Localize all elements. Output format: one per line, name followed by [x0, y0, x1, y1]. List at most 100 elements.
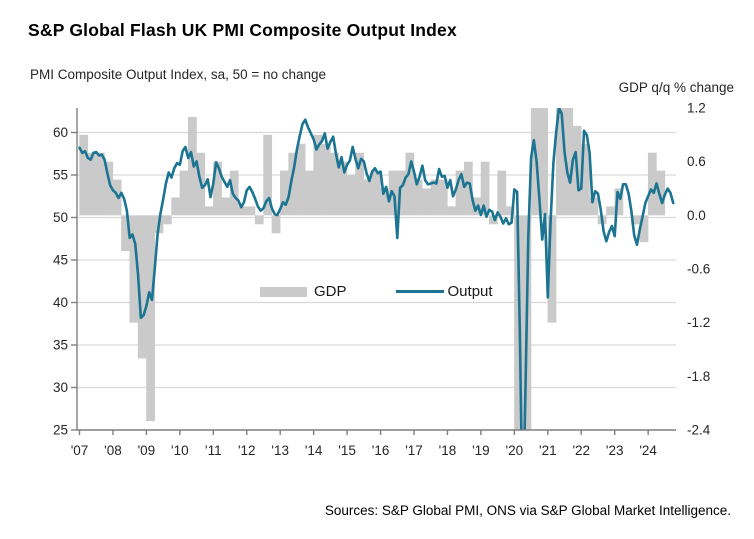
gdp-bar — [547, 215, 557, 323]
gdp-bar — [555, 108, 565, 216]
gdp-bar — [647, 152, 657, 216]
gdp-bar — [639, 215, 649, 243]
x-axis-tick-label: '20 — [506, 443, 524, 458]
right-axis-title: GDP q/q % change — [618, 80, 734, 95]
gdp-bar — [296, 143, 306, 216]
gdp-bar — [422, 188, 431, 216]
gdp-bar — [330, 152, 339, 216]
right-axis-tick-label: -2.4 — [687, 423, 711, 438]
chart-title: S&P Global Flash UK PMI Composite Output… — [28, 20, 457, 40]
gdp-bar — [238, 206, 247, 216]
gdp-bar — [171, 197, 181, 216]
gdp-bar — [137, 215, 147, 359]
gdp-bar — [539, 108, 548, 216]
gdp-bar — [305, 170, 314, 216]
x-axis-tick-label: '14 — [305, 443, 323, 458]
x-axis-tick-label: '19 — [472, 443, 490, 458]
gdp-bar — [221, 197, 231, 216]
gdp-bar — [213, 161, 222, 216]
gdp-bar — [346, 175, 356, 216]
x-axis-tick-label: '16 — [372, 443, 390, 458]
gdp-bar — [162, 215, 172, 225]
right-axis-tick-label: 1.2 — [687, 101, 706, 116]
x-axis-tick-label: '17 — [405, 443, 423, 458]
x-axis-tick-label: '12 — [238, 443, 256, 458]
gdp-bar — [355, 152, 365, 216]
gdp-bar — [179, 170, 189, 216]
gdp-bar — [104, 161, 114, 216]
gdp-bar — [497, 170, 507, 216]
gdp-bar — [79, 134, 89, 216]
left-axis-tick-label: 40 — [53, 295, 68, 310]
gdp-legend-label: GDP — [314, 283, 347, 300]
output-line-swatch — [395, 290, 444, 293]
gdp-bar — [254, 215, 264, 225]
gdp-bar — [463, 161, 473, 216]
x-axis-tick-label: '10 — [171, 443, 189, 458]
chart-legend: GDP Output — [260, 283, 493, 300]
gdp-bar — [480, 161, 490, 216]
gdp-bar — [338, 161, 348, 216]
gdp-bar-swatch — [260, 286, 307, 297]
right-axis-tick-label: -0.6 — [687, 262, 710, 277]
x-axis-tick-label: '07 — [71, 443, 89, 458]
x-axis-tick-label: '18 — [439, 443, 457, 458]
gdp-bar — [405, 152, 415, 216]
left-axis-tick-label: 45 — [53, 253, 68, 268]
left-axis-tick-label: 50 — [53, 210, 68, 225]
gdp-bar — [246, 206, 256, 216]
left-axis-tick-label: 55 — [53, 168, 68, 183]
gdp-bar — [413, 179, 423, 216]
gdp-bar — [530, 108, 540, 216]
gdp-bar — [438, 179, 448, 216]
left-axis-title: PMI Composite Output Index, sa, 50 = no … — [30, 67, 327, 82]
x-axis-tick-label: '08 — [104, 443, 122, 458]
gdp-bar — [447, 206, 457, 216]
x-axis-tick-label: '23 — [606, 443, 624, 458]
gdp-bar — [271, 215, 281, 234]
gdp-bar — [280, 170, 289, 216]
right-axis-tick-label: 0.0 — [687, 208, 706, 223]
gdp-bar — [589, 197, 599, 216]
left-axis-tick-label: 60 — [53, 125, 68, 140]
output-legend-label: Output — [447, 283, 493, 300]
gdp-bar — [430, 179, 440, 216]
x-axis-tick-label: '09 — [138, 443, 156, 458]
gdp-bar — [188, 116, 197, 216]
gdp-bar — [288, 152, 298, 216]
gdp-bar — [363, 179, 373, 216]
gdp-bar — [564, 108, 574, 216]
gdp-bar — [313, 134, 323, 216]
gdp-bar — [96, 152, 105, 216]
gdp-bar — [321, 143, 331, 216]
gdp-bar — [371, 170, 381, 216]
gdp-bar — [631, 215, 640, 225]
output-line — [78, 108, 675, 430]
right-axis-tick-label: -1.2 — [687, 315, 710, 330]
left-axis-tick-label: 30 — [53, 380, 68, 395]
right-axis-tick-label: -1.8 — [687, 369, 710, 384]
gdp-bar — [581, 143, 590, 216]
x-axis-tick-label: '13 — [271, 443, 289, 458]
gdp-bar — [121, 215, 130, 252]
gdp-bar — [614, 188, 624, 216]
gdp-bar — [397, 170, 406, 216]
gdp-bar — [229, 170, 239, 216]
gdp-bar — [656, 170, 666, 216]
x-axis-tick-label: '21 — [539, 443, 557, 458]
gdp-bar — [606, 206, 615, 216]
gdp-bar — [263, 134, 273, 216]
x-axis-tick-label: '11 — [205, 443, 222, 458]
gdp-bar — [204, 206, 214, 216]
gdp-bar — [455, 170, 465, 216]
right-axis-tick-label: 0.6 — [687, 154, 706, 169]
x-axis-tick-label: '24 — [639, 443, 657, 458]
gdp-bar — [87, 152, 97, 216]
gdp-bar — [129, 215, 139, 323]
gdp-bar — [146, 215, 155, 422]
source-note: Sources: S&P Global PMI, ONS via S&P Glo… — [324, 503, 731, 518]
gdp-bar — [505, 206, 515, 216]
left-axis-tick-label: 35 — [53, 338, 68, 353]
left-axis-tick-label: 25 — [53, 423, 68, 438]
